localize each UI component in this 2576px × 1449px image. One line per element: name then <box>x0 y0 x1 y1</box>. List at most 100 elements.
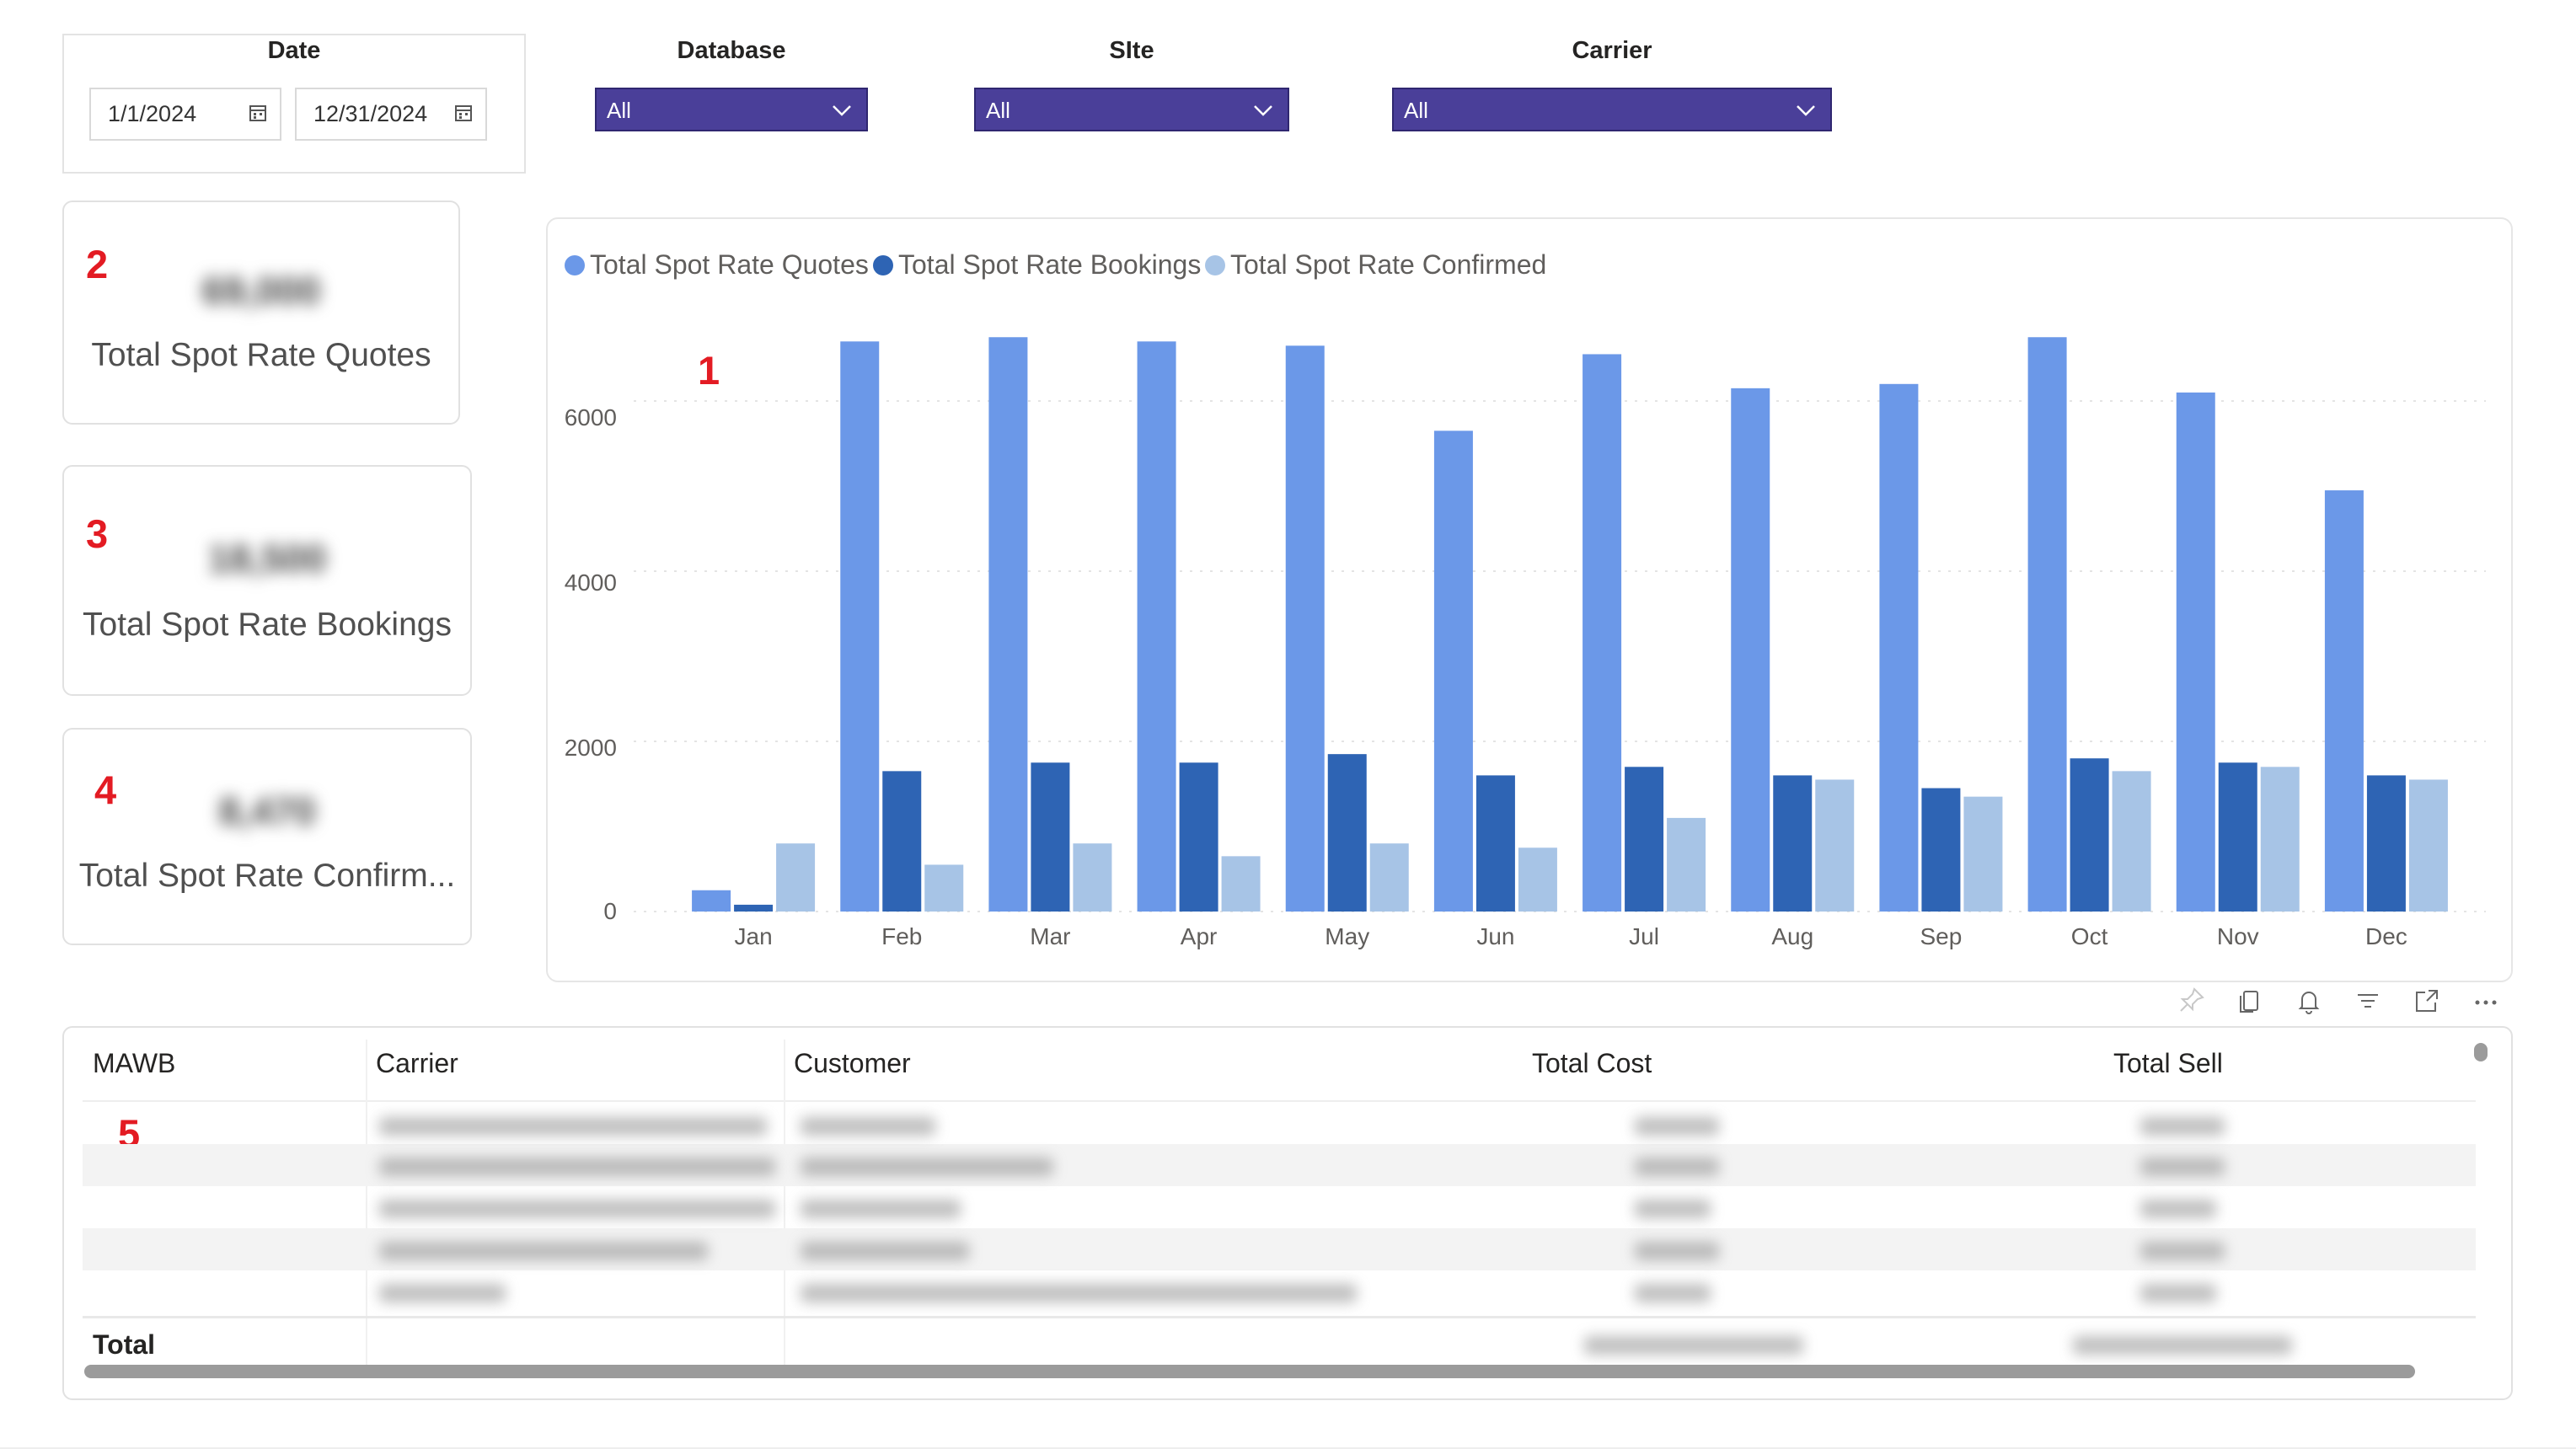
date-slicer-title: Date <box>267 37 321 64</box>
bar-total-spot-rate-confirmed-nov[interactable] <box>2260 767 2300 912</box>
horizontal-scrollbar[interactable] <box>84 1365 2415 1378</box>
focus-mode-icon[interactable] <box>2410 984 2444 1018</box>
start-date-value: 1/1/2024 <box>108 101 197 126</box>
bar-total-spot-rate-quotes-oct[interactable] <box>2027 337 2067 912</box>
legend-item-quotes[interactable]: Total Spot Rate Quotes <box>565 249 869 281</box>
bar-total-spot-rate-confirmed-aug[interactable] <box>1815 779 1855 912</box>
bar-total-spot-rate-bookings-dec[interactable] <box>2366 775 2406 912</box>
column-header-mawb[interactable]: MAWB <box>93 1048 176 1078</box>
bar-total-spot-rate-confirmed-feb[interactable] <box>924 864 964 912</box>
bar-total-spot-rate-bookings-feb[interactable] <box>882 771 922 912</box>
bar-total-spot-rate-confirmed-dec[interactable] <box>2408 779 2448 912</box>
bar-total-spot-rate-bookings-jan[interactable] <box>734 904 774 912</box>
redacted-cell <box>2140 1200 2216 1218</box>
bar-total-spot-rate-quotes-dec[interactable] <box>2324 490 2364 912</box>
redacted-cell <box>1635 1200 1711 1218</box>
bar-total-spot-rate-bookings-apr[interactable] <box>1179 762 1218 912</box>
column-divider <box>366 1040 367 1377</box>
x-tick-label: Apr <box>1180 923 1218 949</box>
bar-total-spot-rate-quotes-jan[interactable] <box>692 890 731 912</box>
x-tick-label: Jan <box>734 923 773 949</box>
mawb-table[interactable] <box>62 1026 2513 1400</box>
bar-total-spot-rate-quotes-jul[interactable] <box>1583 354 1622 912</box>
redacted-cell <box>2140 1117 2225 1136</box>
bar-total-spot-rate-confirmed-apr[interactable] <box>1221 856 1261 912</box>
redacted-cell <box>801 1284 1357 1302</box>
column-header-total-sell[interactable]: Total Sell <box>2113 1048 2223 1078</box>
bar-total-spot-rate-bookings-jun[interactable] <box>1475 775 1515 912</box>
site-slicer-title: SIte <box>1109 37 1154 64</box>
y-tick-label: 0 <box>603 898 617 924</box>
x-tick-label: Oct <box>2070 923 2108 949</box>
end-date-input[interactable]: 12/31/2024 <box>295 88 487 141</box>
bar-total-spot-rate-confirmed-jun[interactable] <box>1518 847 1557 912</box>
calendar-icon[interactable] <box>453 103 474 123</box>
redacted-cell <box>1635 1117 1719 1136</box>
more-options-icon[interactable] <box>2469 984 2503 1018</box>
redacted-cell <box>379 1158 775 1176</box>
bar-total-spot-rate-confirmed-may[interactable] <box>1369 843 1409 912</box>
redacted-cell <box>801 1158 1053 1176</box>
annotation-marker: 1 <box>698 348 720 393</box>
site-dropdown[interactable]: All <box>974 88 1289 131</box>
bar-total-spot-rate-bookings-jul[interactable] <box>1625 767 1664 912</box>
kpi-card-quotes[interactable]: 2 69,000 Total Spot Rate Quotes <box>62 201 460 425</box>
y-tick-label: 4000 <box>564 569 617 596</box>
bar-total-spot-rate-quotes-sep[interactable] <box>1879 383 1919 912</box>
bar-total-spot-rate-quotes-mar[interactable] <box>988 337 1028 912</box>
carrier-dropdown[interactable]: All <box>1392 88 1832 131</box>
bar-total-spot-rate-confirmed-jul[interactable] <box>1667 817 1706 912</box>
bar-total-spot-rate-quotes-apr[interactable] <box>1137 341 1176 912</box>
monthly-spot-rate-chart[interactable] <box>546 217 2513 982</box>
column-header-total-cost[interactable]: Total Cost <box>1532 1048 1652 1078</box>
chevron-down-icon <box>833 105 851 116</box>
bar-total-spot-rate-quotes-feb[interactable] <box>840 341 880 912</box>
redacted-cell <box>1635 1158 1719 1176</box>
column-header-carrier[interactable]: Carrier <box>376 1048 458 1078</box>
bar-total-spot-rate-bookings-oct[interactable] <box>2070 758 2109 912</box>
y-tick-label: 2000 <box>564 735 617 761</box>
bar-total-spot-rate-bookings-sep[interactable] <box>1921 788 1961 912</box>
kpi-card-bookings[interactable]: 3 18,500 Total Spot Rate Bookings <box>62 465 472 696</box>
bar-total-spot-rate-quotes-jun[interactable] <box>1433 430 1473 912</box>
bell-icon[interactable] <box>2292 984 2326 1018</box>
legend-item-confirmed[interactable]: Total Spot Rate Confirmed <box>1205 249 1546 281</box>
kpi-card-confirmed[interactable]: 4 8,470 Total Spot Rate Confirm... <box>62 728 472 945</box>
end-date-value: 12/31/2024 <box>313 101 428 126</box>
bar-total-spot-rate-quotes-nov[interactable] <box>2176 392 2215 912</box>
legend-dot <box>873 255 893 275</box>
kpi-value: 18,500 <box>207 537 327 580</box>
database-dropdown[interactable]: All <box>595 88 868 131</box>
bar-total-spot-rate-bookings-mar[interactable] <box>1031 762 1070 912</box>
redacted-cell <box>1635 1242 1719 1260</box>
start-date-input[interactable]: 1/1/2024 <box>89 88 281 141</box>
redacted-cell <box>379 1117 767 1136</box>
bar-total-spot-rate-quotes-aug[interactable] <box>1731 388 1770 912</box>
vertical-scrollbar[interactable] <box>2474 1043 2488 1061</box>
x-tick-label: May <box>1325 923 1370 949</box>
kpi-label: Total Spot Rate Bookings <box>83 607 452 643</box>
date-slicer <box>62 34 526 174</box>
bar-total-spot-rate-bookings-aug[interactable] <box>1773 775 1813 912</box>
x-tick-label: Dec <box>2365 923 2407 949</box>
filter-icon[interactable] <box>2351 984 2385 1018</box>
bar-total-spot-rate-confirmed-sep[interactable] <box>1963 796 2003 912</box>
column-header-customer[interactable]: Customer <box>794 1048 911 1078</box>
column-divider <box>784 1040 785 1377</box>
bar-total-spot-rate-confirmed-jan[interactable] <box>776 843 816 912</box>
kpi-value: 8,470 <box>218 789 316 833</box>
copy-icon[interactable] <box>2233 984 2267 1018</box>
x-tick-label: Jul <box>1629 923 1659 949</box>
legend-item-bookings[interactable]: Total Spot Rate Bookings <box>873 249 1201 281</box>
bar-total-spot-rate-bookings-may[interactable] <box>1327 754 1367 912</box>
bar-total-spot-rate-confirmed-mar[interactable] <box>1073 843 1112 912</box>
redacted-cell <box>2140 1242 2225 1260</box>
total-row-divider <box>83 1316 2476 1318</box>
bar-total-spot-rate-confirmed-oct[interactable] <box>2112 771 2151 912</box>
redacted-cell <box>379 1284 506 1302</box>
bar-total-spot-rate-quotes-may[interactable] <box>1285 345 1325 912</box>
pin-icon[interactable] <box>2174 984 2208 1018</box>
bar-total-spot-rate-bookings-nov[interactable] <box>2218 762 2257 912</box>
calendar-icon[interactable] <box>248 103 268 123</box>
chevron-down-icon <box>1797 105 1815 116</box>
